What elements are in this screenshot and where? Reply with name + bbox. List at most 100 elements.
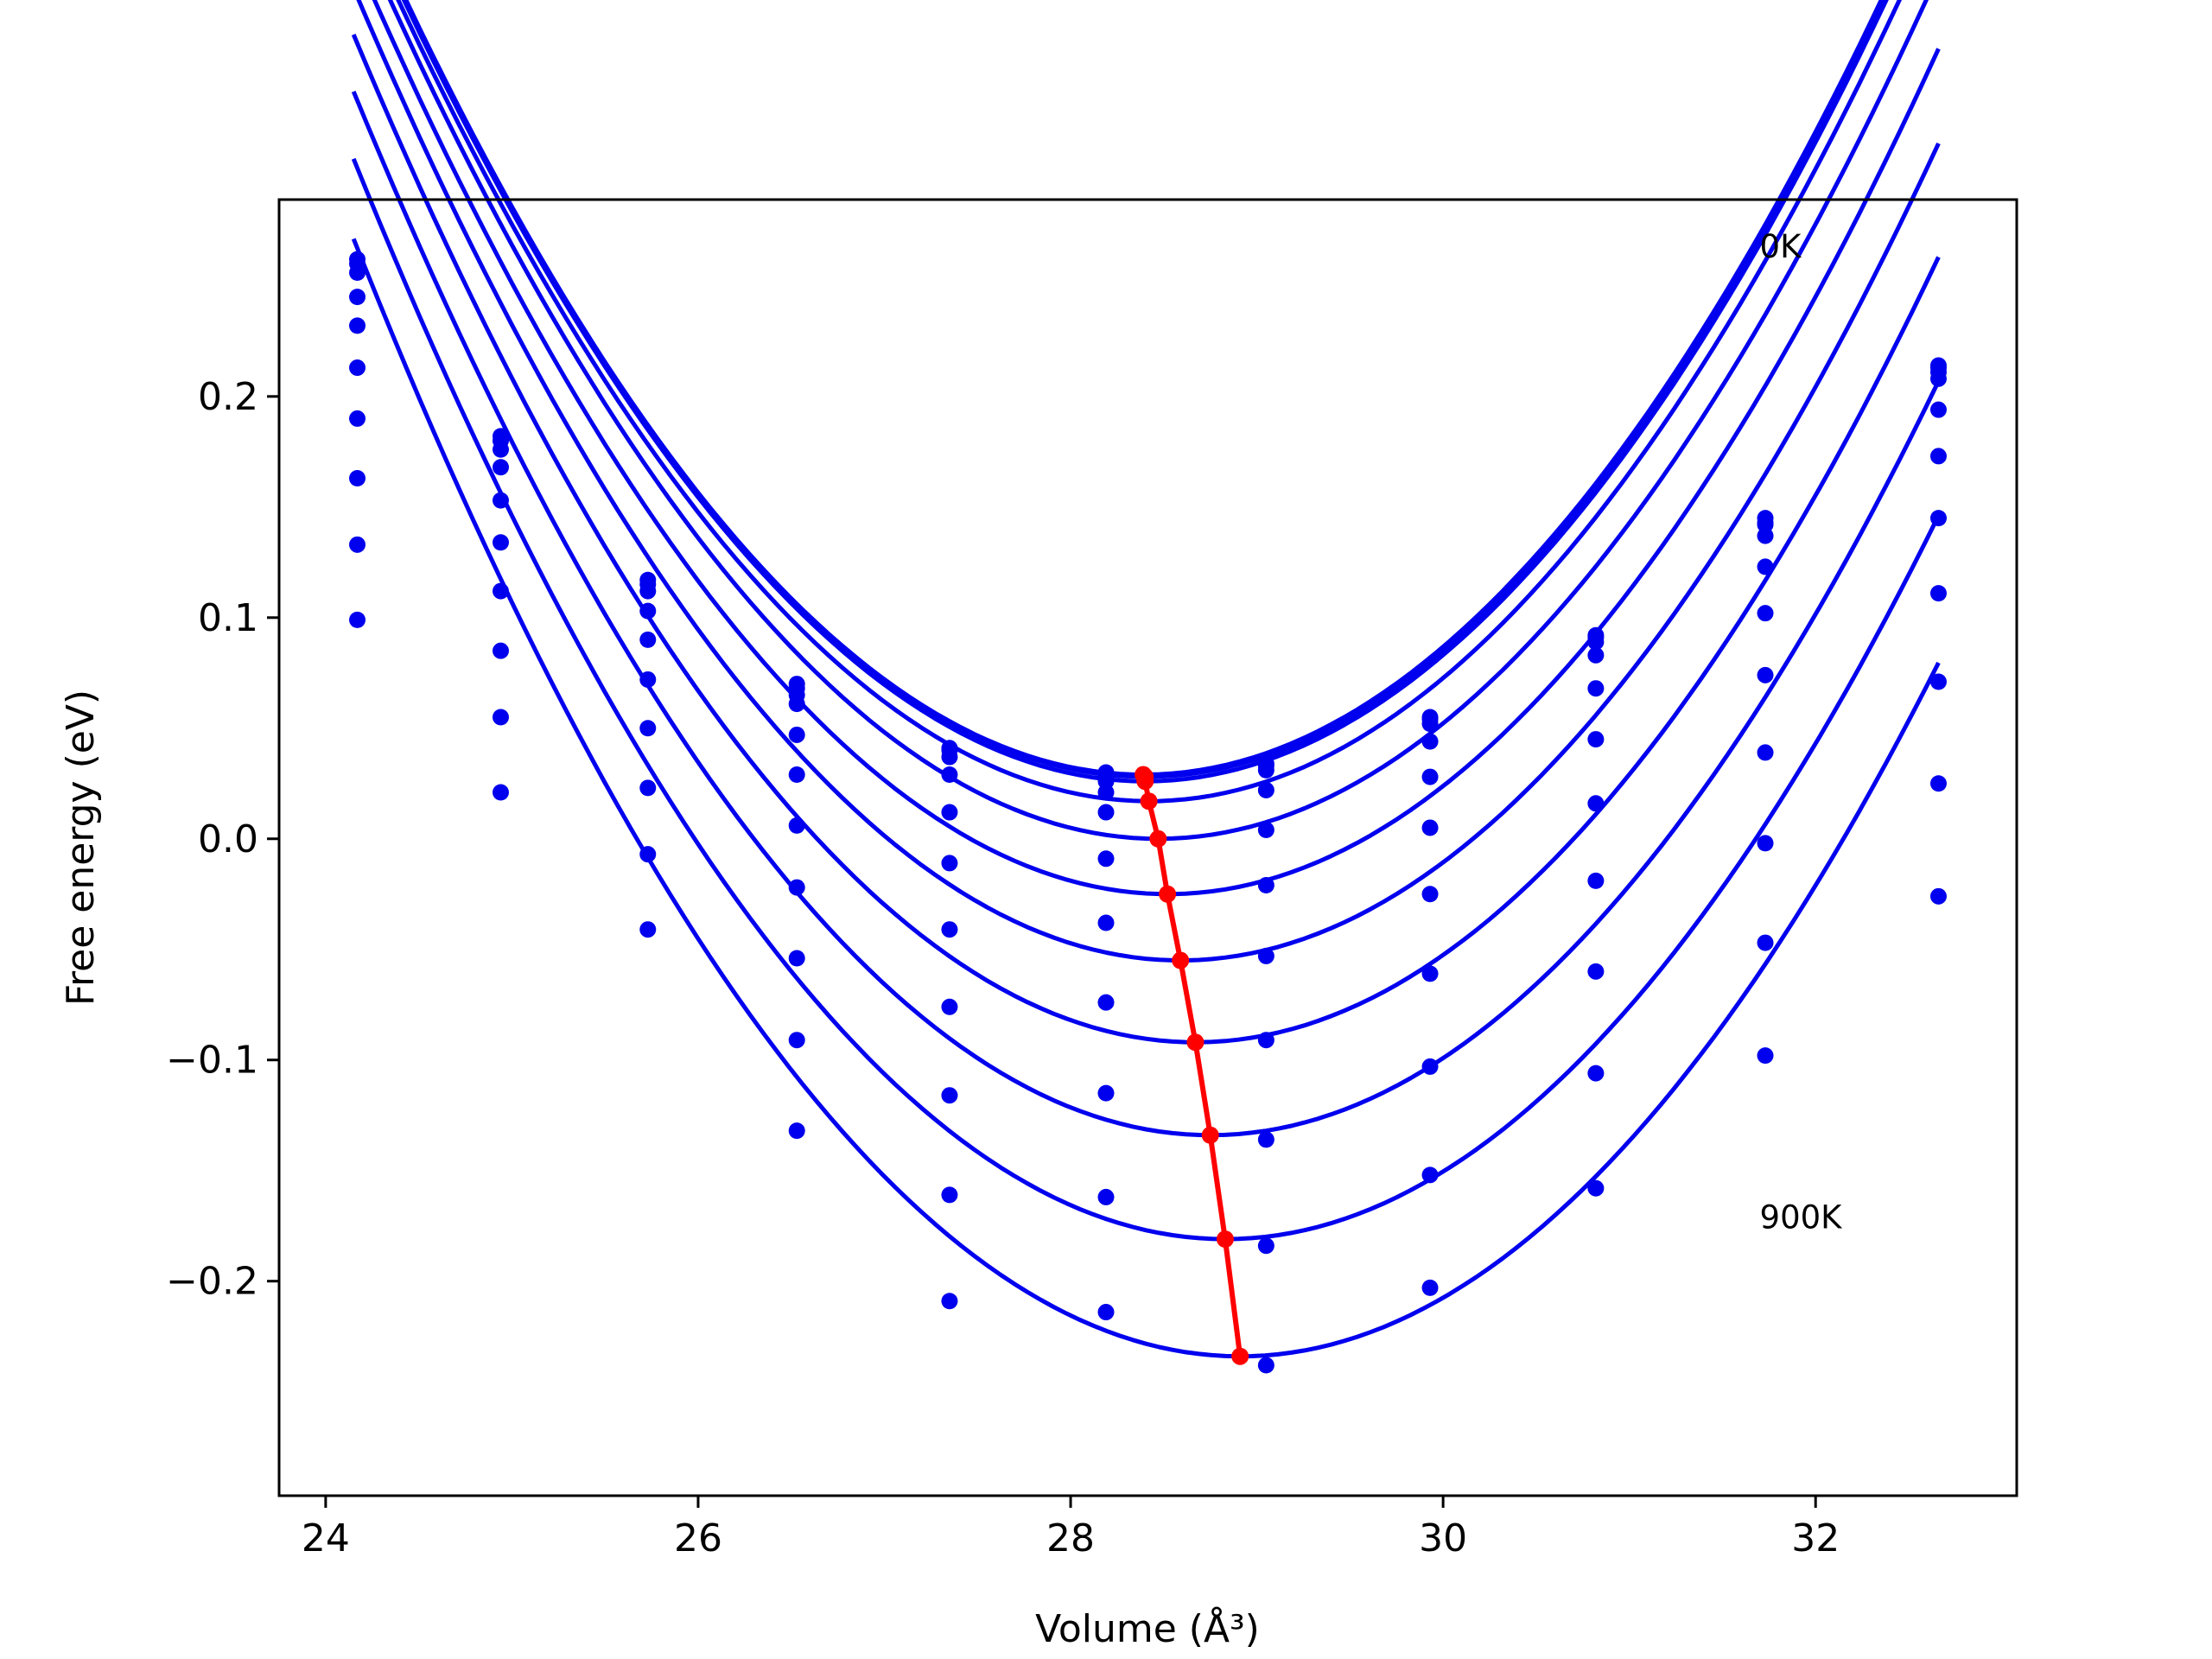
data-point-s2-7 bbox=[1421, 715, 1439, 733]
x-tick-label-32: 32 bbox=[1791, 1516, 1840, 1560]
minimum-point-8 bbox=[1201, 1126, 1219, 1144]
data-point-s5-3 bbox=[788, 766, 805, 784]
x-tick-label-28: 28 bbox=[1046, 1516, 1095, 1560]
data-point-s3-1 bbox=[492, 459, 509, 476]
data-point-s5-1 bbox=[492, 534, 509, 551]
data-point-s7-8 bbox=[1587, 872, 1605, 889]
y-tick-label-−0.1: −0.1 bbox=[166, 1039, 258, 1083]
data-point-s9-2 bbox=[639, 921, 657, 938]
data-point-s3-7 bbox=[1421, 733, 1439, 750]
axis-ticks: 24 26 28 30 32 −0.2 −0.1 0.0 0.1 0.2 bbox=[166, 375, 1840, 1560]
data-point-s9-10 bbox=[1929, 775, 1947, 792]
data-point-s9-8 bbox=[1587, 1065, 1605, 1082]
data-point-s10-4 bbox=[941, 1293, 958, 1310]
minimum-point-7 bbox=[1186, 1033, 1205, 1052]
y-tick-label-0.0: 0.0 bbox=[198, 817, 258, 861]
data-point-s5-6 bbox=[1257, 877, 1274, 894]
data-point-s6-8 bbox=[1587, 795, 1605, 812]
fit-curve-10 bbox=[351, 238, 1941, 1359]
data-point-s8-3 bbox=[788, 950, 805, 967]
data-point-s2-8 bbox=[1587, 633, 1605, 651]
data-point-s6-3 bbox=[788, 817, 805, 834]
data-point-s8-2 bbox=[639, 846, 657, 863]
data-point-s6-1 bbox=[492, 582, 509, 600]
data-point-s8-0 bbox=[349, 536, 366, 553]
data-point-s8-1 bbox=[492, 709, 509, 726]
data-point-s8-5 bbox=[1097, 1084, 1115, 1102]
x-tick-label-26: 26 bbox=[674, 1516, 722, 1560]
data-point-s3-0 bbox=[349, 289, 366, 306]
axes-frame bbox=[277, 198, 2018, 1497]
data-point-s2-1 bbox=[492, 441, 509, 458]
data-point-s5-2 bbox=[639, 671, 657, 688]
data-point-s5-7 bbox=[1421, 819, 1439, 836]
plot-area bbox=[349, 0, 1947, 1374]
minimum-point-3 bbox=[1140, 792, 1158, 810]
y-tick-label-0.1: 0.1 bbox=[198, 596, 258, 640]
data-point-s3-5 bbox=[1097, 784, 1115, 801]
data-point-s9-0 bbox=[349, 611, 366, 628]
data-point-s7-1 bbox=[492, 642, 509, 659]
data-point-s3-8 bbox=[1587, 646, 1605, 664]
data-point-s4-7 bbox=[1421, 768, 1439, 785]
data-point-s8-6 bbox=[1257, 1131, 1274, 1148]
data-point-s4-6 bbox=[1257, 822, 1274, 839]
data-point-s9-4 bbox=[941, 1186, 958, 1204]
data-point-s9-1 bbox=[492, 784, 509, 801]
data-point-s2-2 bbox=[639, 582, 657, 600]
data-point-s9-3 bbox=[788, 1032, 805, 1049]
fit-curve-6 bbox=[356, 0, 1941, 963]
minimum-point-6 bbox=[1172, 951, 1190, 969]
data-point-s2-4 bbox=[941, 748, 958, 766]
fit-curve-5 bbox=[372, 0, 1941, 897]
data-point-s3-9 bbox=[1757, 527, 1774, 544]
data-point-s6-7 bbox=[1421, 886, 1439, 903]
data-point-s7-7 bbox=[1421, 965, 1439, 982]
minimum-point-5 bbox=[1159, 885, 1177, 903]
data-point-s8-8 bbox=[1587, 963, 1605, 980]
data-point-s5-8 bbox=[1587, 731, 1605, 748]
data-point-s4-3 bbox=[788, 726, 805, 743]
y-tick-label-−0.2: −0.2 bbox=[166, 1260, 258, 1304]
data-point-s7-4 bbox=[941, 998, 958, 1015]
data-point-s8-9 bbox=[1757, 835, 1774, 852]
data-point-s10-7 bbox=[1421, 1279, 1439, 1296]
data-point-s6-4 bbox=[941, 921, 958, 938]
data-point-s3-6 bbox=[1257, 781, 1274, 798]
data-point-s4-10 bbox=[1929, 401, 1947, 418]
data-point-s10-8 bbox=[1587, 1179, 1605, 1197]
data-point-s6-0 bbox=[349, 410, 366, 427]
data-point-s8-7 bbox=[1421, 1058, 1439, 1075]
data-point-s6-9 bbox=[1757, 666, 1774, 683]
data-point-s10-3 bbox=[788, 1122, 805, 1140]
fit-curve-9 bbox=[351, 157, 1941, 1242]
annotations: 0K 900K bbox=[1760, 228, 1844, 1236]
data-point-s8-4 bbox=[941, 1087, 958, 1104]
data-point-s5-9 bbox=[1757, 605, 1774, 622]
data-point-s4-4 bbox=[941, 804, 958, 821]
x-tick-label-30: 30 bbox=[1419, 1516, 1467, 1560]
data-point-s5-5 bbox=[1097, 850, 1115, 868]
data-point-s10-9 bbox=[1757, 1047, 1774, 1065]
data-point-s5-10 bbox=[1929, 448, 1947, 465]
data-point-s7-2 bbox=[639, 779, 657, 797]
data-point-s3-4 bbox=[941, 766, 958, 784]
data-point-s4-5 bbox=[1097, 804, 1115, 821]
data-point-s2-6 bbox=[1257, 761, 1274, 779]
data-point-s8-10 bbox=[1929, 673, 1947, 690]
minimum-point-4 bbox=[1149, 830, 1167, 848]
data-point-s3-3 bbox=[788, 696, 805, 713]
data-point-s7-3 bbox=[788, 879, 805, 896]
data-point-s3-2 bbox=[639, 602, 657, 620]
data-point-s7-0 bbox=[349, 470, 366, 487]
x-tick-label-24: 24 bbox=[302, 1516, 350, 1560]
data-point-s4-9 bbox=[1757, 558, 1774, 575]
data-point-s4-2 bbox=[639, 631, 657, 648]
fit-curve-7 bbox=[351, 34, 1941, 1045]
data-point-s6-10 bbox=[1929, 510, 1947, 527]
data-point-s10-5 bbox=[1097, 1304, 1115, 1321]
data-point-s4-0 bbox=[349, 317, 366, 334]
data-point-s6-5 bbox=[1097, 914, 1115, 931]
data-point-s5-0 bbox=[349, 359, 366, 377]
data-point-s9-9 bbox=[1757, 934, 1774, 951]
